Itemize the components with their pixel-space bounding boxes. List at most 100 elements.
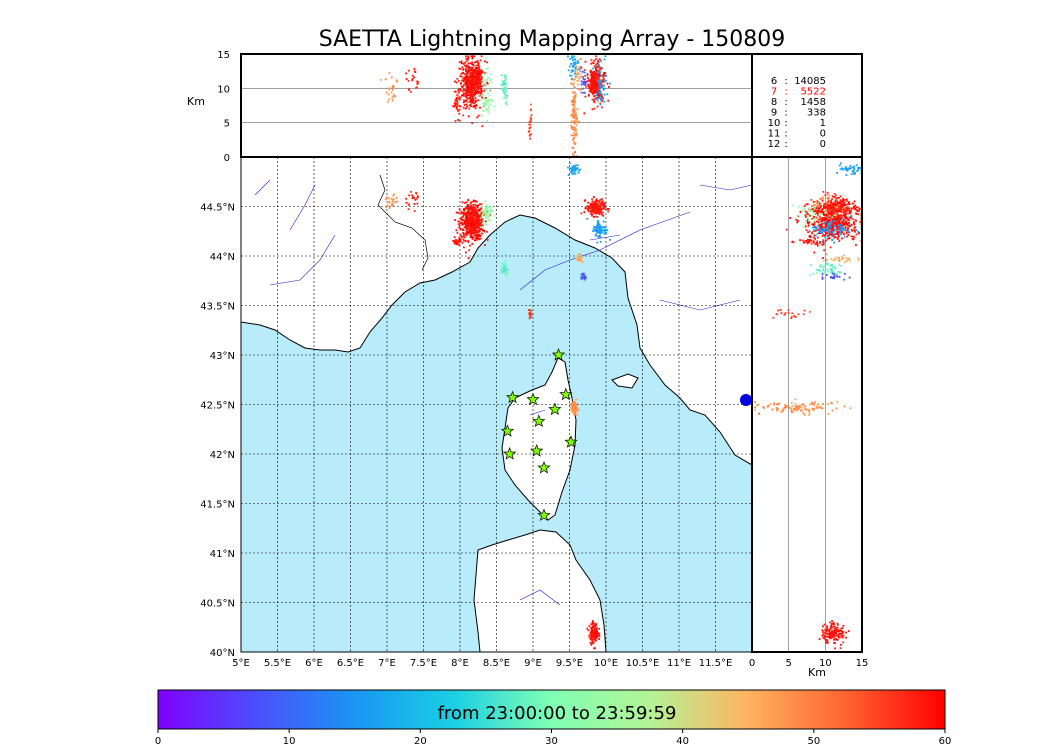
lightning-source-alt-lat bbox=[841, 205, 844, 208]
lightning-source-alt-lon bbox=[475, 81, 478, 84]
lightning-source-alt-lon bbox=[462, 68, 465, 71]
lightning-source-alt-lat bbox=[797, 406, 799, 409]
lightning-source-alt-lat bbox=[857, 210, 860, 212]
lightning-source-alt-lat bbox=[837, 222, 839, 224]
lightning-source-alt-lon bbox=[485, 107, 488, 110]
lightning-source-alt-lon bbox=[487, 100, 490, 103]
lightning-source bbox=[481, 213, 484, 215]
lightning-source bbox=[457, 211, 460, 214]
lightning-source-alt-lat bbox=[843, 405, 846, 408]
lightning-source-alt-lon bbox=[462, 101, 465, 104]
lightning-source-alt-lon bbox=[486, 119, 488, 122]
lightning-source-alt-lat bbox=[803, 241, 805, 244]
lightning-source-alt-lon bbox=[574, 117, 577, 120]
lightning-source-alt-lat bbox=[844, 223, 847, 225]
lightning-source bbox=[572, 167, 575, 170]
lightning-source-alt-lat bbox=[841, 167, 844, 170]
lightning-source-alt-lon bbox=[480, 55, 483, 58]
lightning-source bbox=[473, 232, 475, 235]
lightning-source-alt-lat bbox=[839, 199, 842, 202]
lightning-source-alt-lat bbox=[792, 405, 795, 408]
lightning-source bbox=[466, 231, 469, 234]
lightning-source-alt-lat bbox=[831, 620, 833, 622]
lightning-source-alt-lon bbox=[586, 80, 589, 83]
lightning-source bbox=[475, 210, 477, 213]
lightning-source-alt-lon bbox=[462, 92, 465, 95]
lightning-source-alt-lat bbox=[790, 410, 793, 413]
lightning-source-alt-lat bbox=[796, 404, 799, 407]
lightning-source bbox=[583, 211, 586, 213]
lightning-source-alt-lat bbox=[842, 202, 845, 205]
lightning-source-alt-lat bbox=[834, 642, 837, 645]
lightning-source bbox=[506, 269, 509, 271]
lightning-source-alt-lon bbox=[503, 92, 506, 95]
lightning-source-alt-lat bbox=[838, 275, 841, 278]
altitude-y-axis-label: Km bbox=[187, 95, 205, 108]
lightning-source-alt-lon bbox=[486, 82, 489, 85]
lightning-source-alt-lon bbox=[577, 83, 580, 86]
lightning-source-alt-lat bbox=[832, 225, 835, 227]
lightning-source bbox=[463, 234, 465, 237]
lightning-source bbox=[471, 225, 474, 228]
lightning-source bbox=[568, 167, 571, 170]
lightning-source-alt-lon bbox=[480, 69, 483, 71]
lightning-source-alt-lon bbox=[467, 84, 469, 87]
lightning-source-alt-lat bbox=[824, 231, 827, 234]
lightning-source-alt-lat bbox=[773, 403, 776, 406]
lightning-source-alt-lat bbox=[829, 200, 832, 203]
lightning-source-alt-lon bbox=[462, 84, 465, 87]
lightning-source bbox=[480, 220, 483, 222]
lightning-source-alt-lat bbox=[812, 272, 814, 275]
lightning-source bbox=[577, 409, 580, 412]
lightning-source-alt-lon bbox=[472, 95, 475, 98]
lightning-source-alt-lon bbox=[478, 82, 481, 85]
lightning-source bbox=[408, 194, 411, 197]
lightning-source-alt-lat bbox=[846, 207, 849, 210]
lightning-source-alt-lat bbox=[810, 221, 813, 224]
lightning-source-alt-lon bbox=[480, 75, 483, 78]
lightning-source-alt-lat bbox=[842, 227, 845, 230]
lightning-source-alt-lon bbox=[503, 80, 505, 83]
lightning-source bbox=[594, 234, 597, 237]
lightning-source-alt-lat bbox=[837, 210, 840, 213]
lightning-source bbox=[390, 204, 393, 206]
lightning-source-alt-lon bbox=[588, 79, 590, 81]
lightning-source bbox=[504, 264, 507, 267]
lightning-source bbox=[455, 239, 458, 242]
lightning-source-alt-lat bbox=[802, 205, 805, 208]
lightning-source-alt-lat bbox=[804, 405, 807, 408]
lightning-source-alt-lat bbox=[841, 220, 843, 223]
lightning-source bbox=[464, 209, 466, 211]
lightning-source bbox=[471, 224, 474, 227]
lightning-source-alt-lon bbox=[467, 55, 469, 58]
lightning-source bbox=[603, 229, 606, 231]
lightning-source bbox=[570, 403, 573, 406]
lightning-source-alt-lat bbox=[849, 407, 852, 410]
lightning-source-alt-lat bbox=[831, 205, 834, 208]
lightning-source-alt-lat bbox=[834, 216, 837, 219]
lightning-source bbox=[596, 215, 599, 218]
lightning-source bbox=[608, 208, 610, 210]
lightning-source-alt-lon bbox=[453, 105, 456, 108]
lightning-source-alt-lat bbox=[826, 403, 829, 405]
lightning-source-alt-lon bbox=[597, 93, 600, 95]
lightning-source-alt-lon bbox=[574, 61, 577, 64]
lightning-source-alt-lon bbox=[388, 87, 390, 90]
lightning-source-alt-lat bbox=[811, 230, 814, 233]
lightning-source bbox=[573, 404, 575, 407]
lightning-source-alt-lon bbox=[501, 89, 504, 91]
lightning-source-alt-lat bbox=[830, 258, 833, 261]
sardinia-island bbox=[473, 529, 607, 652]
lightning-source-alt-lat bbox=[817, 218, 820, 221]
station-star-icon bbox=[559, 387, 573, 401]
lightning-source bbox=[466, 215, 469, 218]
lightning-source-alt-lat bbox=[842, 630, 845, 633]
lightning-source-alt-lat bbox=[853, 169, 856, 171]
lightning-source-alt-lon bbox=[603, 58, 606, 61]
lightning-source-alt-lat bbox=[827, 209, 830, 212]
lightning-source-alt-lat bbox=[845, 204, 847, 206]
lightning-source-alt-lon bbox=[573, 86, 576, 89]
altitude-y-tick: 0 bbox=[224, 153, 230, 164]
lightning-source-alt-lon bbox=[477, 90, 480, 93]
lightning-source-alt-lon bbox=[476, 67, 478, 70]
